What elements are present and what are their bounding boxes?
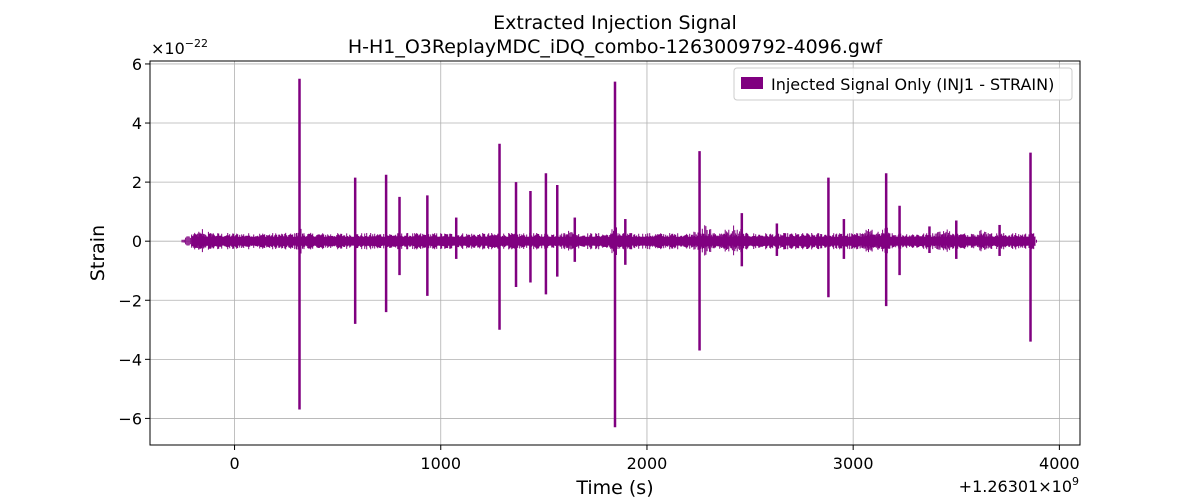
y-tick-label: 6 <box>132 55 142 74</box>
spike-ringing <box>550 236 564 246</box>
y-tick-label: −4 <box>118 350 142 369</box>
spike-ringing <box>735 238 749 244</box>
y-tick-label: 0 <box>132 232 142 251</box>
x-axis-label: Time (s) <box>575 477 653 499</box>
legend-label: Injected Signal Only (INJ1 - STRAIN) <box>771 75 1054 94</box>
spike-ringing <box>693 232 706 250</box>
noise-burst <box>711 225 756 256</box>
y-axis-label: Strain <box>87 225 109 281</box>
y-tick-label: −2 <box>118 291 142 310</box>
x-axis-ticks: 0 1000 2000 3000 4000 <box>229 445 1080 473</box>
y-scale-factor: ×10−22 <box>151 37 208 58</box>
spike-ringing <box>821 236 835 246</box>
spike-ringing <box>923 239 936 243</box>
spike-ringing <box>293 228 306 254</box>
x-offset-label: +1.26301×109 <box>959 475 1079 496</box>
legend: Injected Signal Only (INJ1 - STRAIN) <box>733 67 1073 101</box>
x-offset-base: +1.26301×10 <box>959 477 1072 496</box>
spike-ringing <box>393 237 406 246</box>
signal-series <box>181 78 1037 428</box>
spike-ringing <box>949 239 963 243</box>
noise-burst <box>181 229 226 253</box>
y-axis-ticks: −6 −4 −2 0 2 4 6 <box>118 55 150 428</box>
chart-subtitle: H-H1_O3ReplayMDC_iDQ_combo-1263009792-40… <box>348 36 884 58</box>
spike-ringing <box>837 239 851 244</box>
noise-burst <box>682 225 727 256</box>
spike-ringing <box>509 237 523 246</box>
legend-box <box>733 67 1073 101</box>
y-tick-label: −6 <box>118 409 142 428</box>
x-offset-exponent: 9 <box>1072 475 1079 488</box>
legend-swatch <box>741 77 763 89</box>
spike-ringing <box>1024 234 1037 248</box>
y-tick-label: 4 <box>132 114 142 133</box>
spike-ringing <box>879 235 893 248</box>
spike-ringing <box>893 238 907 245</box>
spike-ringing <box>770 240 784 243</box>
x-tick-label: 3000 <box>833 454 874 473</box>
spike-ringing <box>493 233 506 249</box>
y-tick-label: 2 <box>132 173 142 192</box>
y-scale-base: ×10 <box>151 39 185 58</box>
x-tick-label: 1000 <box>420 454 461 473</box>
spike-ringing <box>524 236 537 246</box>
plot-frame <box>149 60 1081 446</box>
x-tick-label: 0 <box>229 454 239 473</box>
x-tick-label: 4000 <box>1039 454 1080 473</box>
spike-ringing <box>379 235 393 247</box>
spike-ringing <box>568 239 582 244</box>
x-tick-label: 2000 <box>627 454 668 473</box>
y-scale-exponent: −22 <box>185 37 208 50</box>
chart-title: Extracted Injection Signal <box>493 12 737 34</box>
spike-ringing <box>348 237 362 246</box>
spike-ringing <box>993 239 1007 243</box>
spike-ringing <box>618 239 632 244</box>
spike-ringing <box>420 236 434 247</box>
spike-ringing <box>449 239 463 243</box>
spike-ringing <box>539 235 553 247</box>
